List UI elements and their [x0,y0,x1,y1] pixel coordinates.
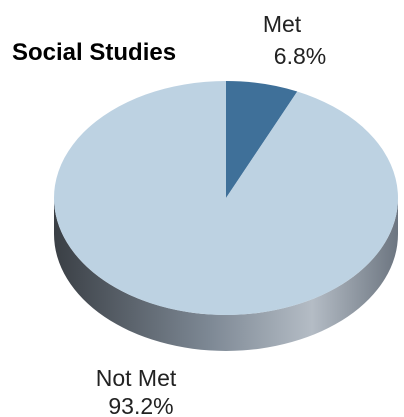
chart-title: Social Studies [12,39,176,66]
slice-label-met-name: Met [263,11,302,37]
pie-slices [53,81,398,315]
pie-side-wall [54,198,398,351]
slice-label-met-value: 6.8% [274,43,326,69]
slice-label-not-met-value: 93.2% [108,393,173,417]
pie-slice-not-met [53,81,398,315]
slice-label-not-met-name: Not Met [96,365,177,391]
pie-slice-met [226,81,298,198]
